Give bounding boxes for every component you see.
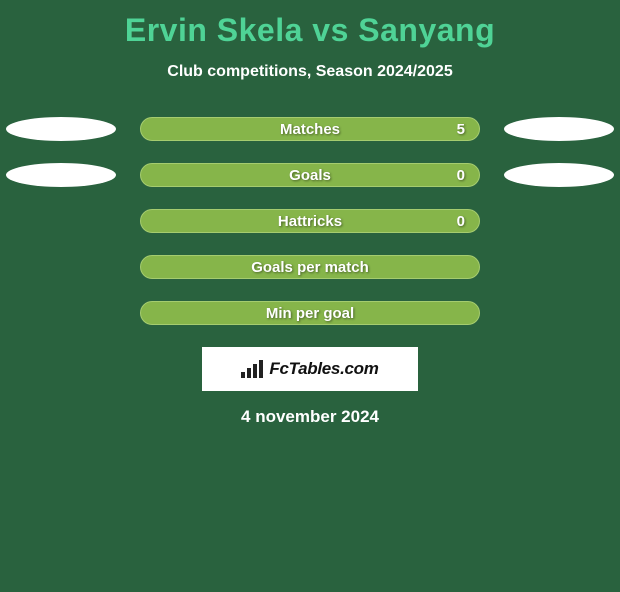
stat-value: 0 — [457, 167, 465, 184]
stat-row-matches: Matches 5 — [0, 117, 620, 141]
right-oval — [504, 117, 614, 141]
stat-label: Goals — [141, 167, 479, 184]
stat-bar: Matches 5 — [140, 117, 480, 141]
stat-label: Goals per match — [141, 259, 479, 276]
stat-bar: Goals per match — [140, 255, 480, 279]
stat-row-min-per-goal: Min per goal — [0, 301, 620, 325]
stat-label: Matches — [141, 121, 479, 138]
bars-icon — [241, 360, 263, 378]
page-subtitle: Club competitions, Season 2024/2025 — [0, 63, 620, 81]
stat-bar: Hattricks 0 — [140, 209, 480, 233]
logo-box: FcTables.com — [202, 347, 418, 391]
stat-bar: Min per goal — [140, 301, 480, 325]
stat-value: 0 — [457, 213, 465, 230]
stat-row-goals: Goals 0 — [0, 163, 620, 187]
stat-row-hattricks: Hattricks 0 — [0, 209, 620, 233]
stat-row-goals-per-match: Goals per match — [0, 255, 620, 279]
stat-label: Hattricks — [141, 213, 479, 230]
left-oval — [6, 117, 116, 141]
date-text: 4 november 2024 — [0, 407, 620, 427]
page-title: Ervin Skela vs Sanyang — [0, 12, 620, 49]
stat-label: Min per goal — [141, 305, 479, 322]
right-oval — [504, 163, 614, 187]
stat-bar: Goals 0 — [140, 163, 480, 187]
stats-rows: Matches 5 Goals 0 Hattricks 0 Goals per … — [0, 117, 620, 325]
stat-value: 5 — [457, 121, 465, 138]
logo-text: FcTables.com — [269, 359, 378, 379]
left-oval — [6, 163, 116, 187]
